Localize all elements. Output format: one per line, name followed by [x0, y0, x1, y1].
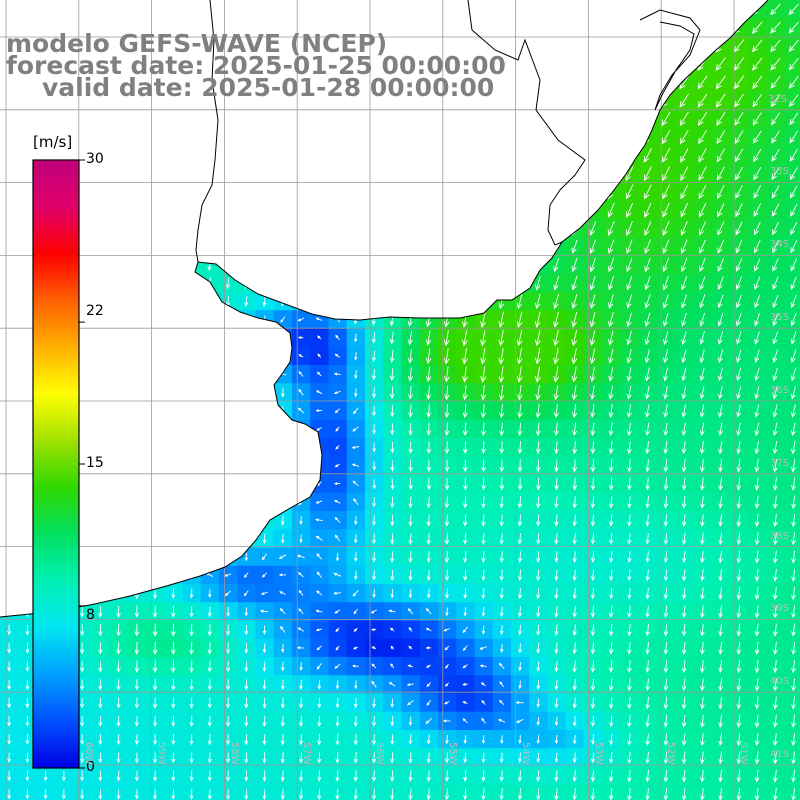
lat-label-33s: 33S	[770, 166, 790, 177]
lat-label-35s: 35S	[770, 312, 790, 323]
lon-label-60w: 60W	[83, 742, 94, 765]
colorbar-tick-30: 30	[86, 151, 104, 167]
lon-label-51w: 51W	[738, 742, 749, 765]
lat-label-37s: 37S	[770, 458, 790, 469]
colorbar-tick-15: 15	[86, 455, 104, 471]
colorbar-tick-0: 0	[86, 759, 95, 775]
lat-label-41s: 41S	[770, 749, 790, 760]
model-title: modelo GEFS-WAVE (NCEP)	[6, 29, 388, 58]
border-uruguay-brazil	[467, 0, 586, 246]
lon-label-54w: 54W	[520, 742, 531, 765]
lat-label-39s: 39S	[770, 603, 790, 614]
lat-label-32s: 32S	[768, 94, 788, 105]
lon-label-56w: 56W	[374, 742, 385, 765]
lagoon-shoreline	[639, 9, 701, 111]
colorbar-unit: [m/s]	[33, 133, 73, 151]
colorbar-ticks	[79, 159, 85, 769]
lat-label-40s: 40S	[770, 676, 790, 687]
colorbar	[32, 159, 80, 769]
lon-label-57w: 57W	[301, 742, 312, 765]
colorbar-tick-8: 8	[86, 607, 95, 623]
lon-label-58w: 58W	[229, 742, 240, 765]
colorbar-tick-22: 22	[86, 303, 104, 319]
lat-label-34s: 34S	[770, 239, 790, 250]
valid-date: valid date: 2025-01-28 00:00:00	[42, 73, 495, 102]
coastline	[0, 0, 769, 618]
forecast-date: forecast date: 2025-01-25 00:00:00	[6, 51, 506, 80]
lon-label-52w: 52W	[665, 742, 676, 765]
border-argentina-uruguay	[195, 0, 219, 263]
lon-label-55w: 55W	[447, 742, 458, 765]
lon-label-59w: 59W	[156, 742, 167, 765]
lat-label-38s: 38S	[770, 531, 790, 542]
lat-label-36s: 36S	[770, 385, 790, 396]
lon-label-53w: 53W	[593, 742, 604, 765]
